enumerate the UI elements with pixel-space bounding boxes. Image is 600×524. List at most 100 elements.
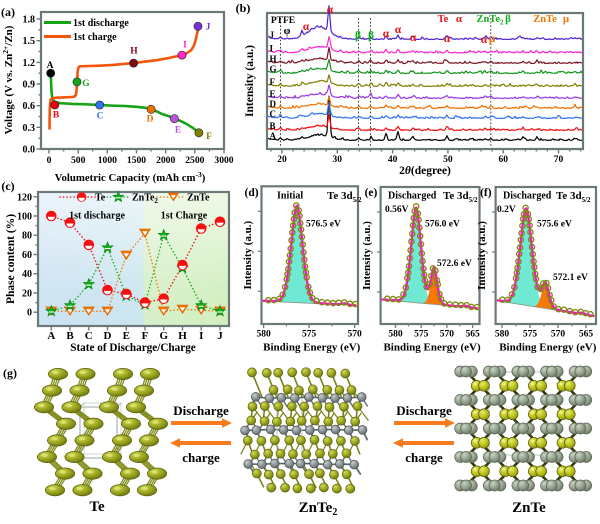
- svg-text:α: α: [481, 34, 488, 46]
- svg-text:0.9: 0.9: [23, 80, 36, 91]
- svg-text:Te: Te: [438, 14, 449, 25]
- svg-text:I: I: [270, 44, 274, 54]
- svg-text:575: 575: [523, 330, 538, 340]
- svg-text:I: I: [183, 41, 187, 51]
- svg-text:φ: φ: [284, 25, 291, 37]
- svg-text:G: G: [82, 79, 90, 89]
- svg-text:D: D: [270, 99, 277, 109]
- svg-text:G: G: [159, 330, 168, 342]
- svg-text:20: 20: [277, 155, 287, 165]
- svg-text:J: J: [206, 23, 211, 33]
- svg-text:1.8: 1.8: [23, 15, 36, 26]
- svg-text:Te: Te: [89, 499, 105, 515]
- svg-text:ZnTe: ZnTe: [512, 500, 546, 516]
- svg-text:C: C: [85, 330, 93, 342]
- svg-text:G: G: [270, 64, 277, 74]
- svg-text:576.0 eV: 576.0 eV: [425, 220, 460, 230]
- svg-text:80: 80: [22, 231, 32, 242]
- svg-text:ZnTe2: ZnTe2: [476, 14, 504, 27]
- svg-text:Discharge: Discharge: [396, 403, 452, 418]
- svg-text:α: α: [383, 28, 390, 40]
- svg-text:D: D: [147, 115, 154, 125]
- svg-text:Volumetric Capacity (mAh cm-3): Volumetric Capacity (mAh cm-3): [55, 170, 206, 184]
- svg-text:ZnTe2: ZnTe2: [299, 500, 338, 518]
- svg-text:α: α: [456, 13, 463, 25]
- svg-text:A: A: [47, 61, 54, 71]
- svg-text:565: 565: [465, 330, 480, 340]
- svg-text:20: 20: [22, 288, 32, 299]
- svg-text:ZnTe: ZnTe: [533, 14, 557, 25]
- svg-text:0.0: 0.0: [23, 145, 36, 156]
- svg-text:J: J: [270, 30, 275, 40]
- svg-text:Binding Energy (eV): Binding Energy (eV): [499, 342, 597, 354]
- svg-text:μ: μ: [563, 13, 570, 25]
- svg-text:2000: 2000: [156, 155, 175, 166]
- svg-text:572.1 eV: 572.1 eV: [553, 273, 588, 283]
- svg-text:Binding Energy (eV): Binding Energy (eV): [383, 342, 481, 354]
- svg-text:1st Charge: 1st Charge: [161, 211, 208, 222]
- svg-text:J: J: [217, 330, 223, 342]
- svg-text:charge: charge: [405, 450, 443, 465]
- svg-text:1st discharge: 1st discharge: [69, 211, 125, 222]
- svg-text:40: 40: [388, 155, 398, 165]
- svg-text:Initial: Initial: [277, 191, 303, 202]
- svg-text:Discharged: Discharged: [503, 191, 552, 202]
- svg-text:State of Discharge/Charge: State of Discharge/Charge: [70, 342, 196, 354]
- svg-text:(f): (f): [480, 187, 492, 199]
- svg-text:Te: Te: [95, 193, 106, 204]
- svg-text:Voltage (V vs. Zn2+/Zn): Voltage (V vs. Zn2+/Zn): [1, 25, 15, 134]
- svg-text:1.2: 1.2: [23, 58, 36, 69]
- svg-text:30: 30: [333, 155, 343, 165]
- svg-text:E: E: [123, 330, 130, 342]
- svg-text:570: 570: [551, 330, 566, 340]
- svg-text:β: β: [505, 13, 511, 25]
- svg-text:575.6 eV: 575.6 eV: [537, 220, 572, 230]
- svg-text:Intensity (a.u.): Intensity (a.u.): [476, 221, 488, 290]
- svg-text:Discharged: Discharged: [388, 191, 437, 202]
- svg-text:3000: 3000: [214, 155, 233, 166]
- svg-text:B: B: [270, 121, 276, 131]
- svg-text:charge: charge: [182, 450, 220, 465]
- svg-text:0.2V: 0.2V: [497, 205, 516, 215]
- svg-text:580: 580: [256, 330, 271, 340]
- svg-text:μ: μ: [489, 33, 496, 45]
- svg-text:0: 0: [27, 308, 32, 319]
- svg-text:580: 580: [495, 330, 510, 340]
- svg-text:C: C: [270, 109, 277, 119]
- svg-text:H: H: [270, 54, 277, 64]
- svg-text:Discharge: Discharge: [173, 403, 229, 418]
- svg-text:H: H: [178, 330, 187, 342]
- svg-text:F: F: [206, 132, 212, 142]
- svg-text:(d): (d): [245, 187, 259, 199]
- svg-text:Intensity (a.u.): Intensity (a.u.): [361, 221, 373, 290]
- svg-text:(c): (c): [1, 179, 14, 193]
- svg-text:ZnTe: ZnTe: [187, 193, 210, 204]
- svg-text:2500: 2500: [185, 155, 204, 166]
- svg-text:0: 0: [47, 155, 52, 166]
- svg-text:H: H: [130, 47, 138, 57]
- svg-text:576.5 eV: 576.5 eV: [306, 220, 341, 230]
- svg-text:50: 50: [443, 155, 453, 165]
- svg-text:60: 60: [498, 155, 508, 165]
- svg-text:E: E: [270, 89, 276, 99]
- svg-text:570: 570: [347, 330, 362, 340]
- svg-text:α: α: [395, 24, 402, 36]
- svg-text:1000: 1000: [98, 155, 117, 166]
- svg-text:0.3: 0.3: [23, 123, 36, 134]
- svg-text:α: α: [444, 33, 451, 45]
- svg-text:C: C: [97, 112, 104, 122]
- svg-text:570: 570: [440, 330, 455, 340]
- svg-text:B: B: [66, 330, 74, 342]
- svg-text:E: E: [175, 126, 181, 136]
- svg-text:F: F: [142, 330, 149, 342]
- svg-text:ZnTe2: ZnTe2: [132, 193, 158, 206]
- svg-text:A: A: [270, 131, 277, 141]
- svg-text:Binding Energy (eV): Binding Energy (eV): [263, 342, 361, 354]
- svg-text:572.6 eV: 572.6 eV: [437, 259, 472, 269]
- svg-text:40: 40: [22, 269, 32, 280]
- svg-text:B: B: [53, 111, 60, 121]
- svg-text:β: β: [368, 30, 374, 42]
- svg-text:1500: 1500: [127, 155, 146, 166]
- svg-text:(a): (a): [1, 5, 15, 19]
- svg-text:D: D: [104, 330, 112, 342]
